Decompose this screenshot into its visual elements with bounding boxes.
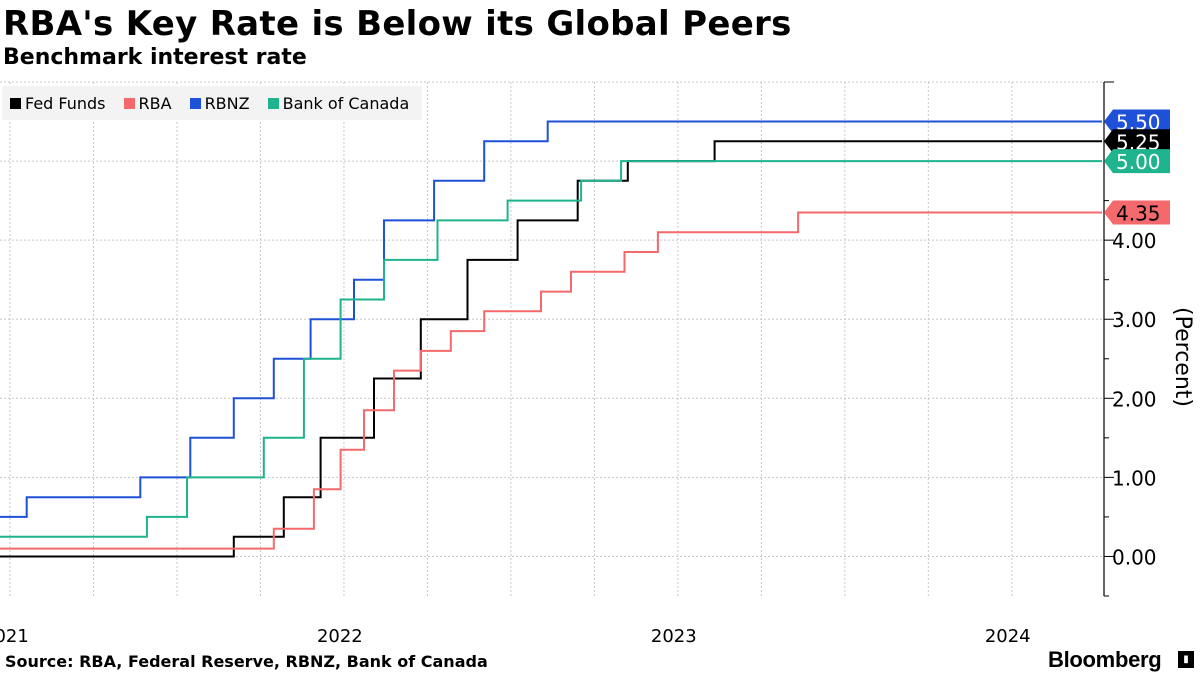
y-tick-label: 4.00	[1112, 229, 1157, 253]
end-label-flag-rbnz	[1104, 109, 1170, 134]
x-axis-tick-labels: 2021 2022 2023 2024	[0, 626, 1031, 647]
series-line-fed-funds	[0, 140, 1102, 558]
end-label-flag-rba	[1104, 200, 1170, 225]
x-tick-label: 2021	[0, 626, 29, 647]
source-note: Source: RBA, Federal Reserve, RBNZ, Bank…	[5, 652, 488, 671]
legend-swatch-rbnz	[189, 97, 201, 109]
y-tick-label: 0.00	[1112, 545, 1157, 569]
legend-item-bank-of-canada: Bank of Canada	[267, 93, 410, 113]
legend-item-rbnz: RBNZ	[189, 93, 250, 113]
chart-subtitle: Benchmark interest rate	[3, 45, 307, 70]
series-line-rba	[0, 211, 1102, 550]
end-label-flag-bank-of-canada	[1104, 149, 1170, 174]
bloomberg-logo: Bloomberg	[1048, 647, 1162, 672]
series-line-rbnz	[0, 120, 1102, 518]
legend-swatch-bank-of-canada	[267, 97, 279, 109]
y-tick-label: 3.00	[1112, 308, 1157, 332]
y-tick-label: 2.00	[1112, 387, 1157, 411]
legend-label-rba: RBA	[138, 93, 172, 113]
chart-title: RBA's Key Rate is Below its Global Peers	[3, 4, 792, 44]
legend-label-fed-funds: Fed Funds	[25, 93, 106, 113]
series-lines	[0, 120, 1102, 558]
grid-lines	[0, 81, 1102, 596]
x-tick-label: 2023	[651, 626, 697, 647]
y-tick-label: 1.00	[1112, 466, 1157, 490]
end-label-rba: 4.35	[1116, 201, 1161, 225]
legend-swatch-fed-funds	[10, 97, 21, 109]
legend-swatch-rba	[123, 97, 135, 109]
legend-item-rba: RBA	[123, 93, 172, 113]
legend: Fed Funds RBA RBNZ Bank of Canada	[2, 86, 422, 120]
legend-label-bank-of-canada: Bank of Canada	[282, 93, 410, 113]
end-label-flag-fed-funds	[1104, 129, 1170, 154]
legend-item-fed-funds: Fed Funds	[10, 94, 106, 113]
bloomberg-logo-icon: ▮	[1178, 651, 1194, 668]
legend-label-rbnz: RBNZ	[204, 93, 250, 113]
y-axis-label: (Percent)	[1170, 307, 1195, 407]
x-tick-label: 2022	[317, 626, 363, 647]
series-line-bank-of-canada	[0, 160, 1102, 538]
end-label-bank-of-canada: 5.00	[1116, 150, 1161, 174]
y-axis: 0.00 1.00 2.00 3.00 4.00	[1103, 81, 1157, 597]
end-labels: 5.505.255.004.35	[1104, 109, 1170, 225]
x-tick-label: 2024	[985, 626, 1031, 647]
